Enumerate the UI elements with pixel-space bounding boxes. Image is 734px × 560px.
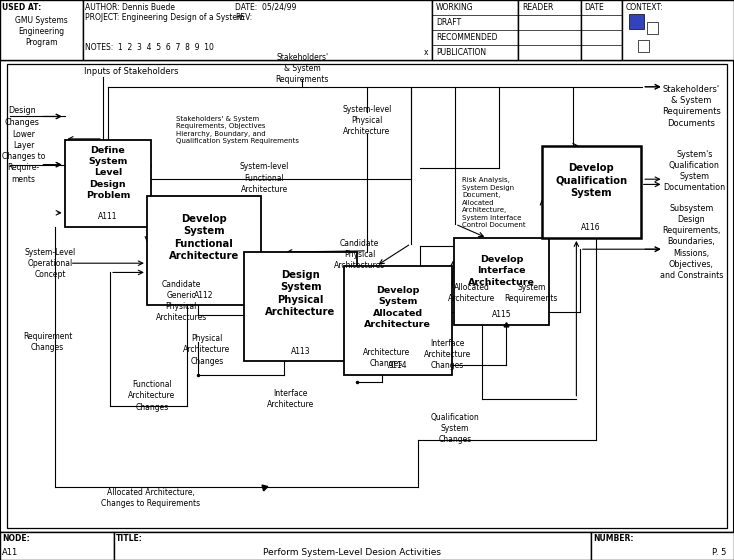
Bar <box>622 0 734 60</box>
Text: NODE:: NODE: <box>2 534 30 543</box>
Bar <box>591 532 734 560</box>
Bar <box>647 22 658 34</box>
Text: Stakeholders' & System
Requirements, Objectives
Hierarchy, Boundary, and
Qualifi: Stakeholders' & System Requirements, Obj… <box>176 116 299 144</box>
Bar <box>454 238 549 325</box>
Text: Interface
Architecture
Changes: Interface Architecture Changes <box>424 339 471 370</box>
Text: A116: A116 <box>581 223 601 232</box>
Bar <box>638 40 649 52</box>
Bar <box>518 0 581 60</box>
Text: TITLE:: TITLE: <box>116 534 143 543</box>
Bar <box>83 0 432 60</box>
Text: Risk Analysis,
System Design
Document,
Allocated
Architecture,
System Interface
: Risk Analysis, System Design Document, A… <box>462 177 526 228</box>
Text: Allocated
Architecture: Allocated Architecture <box>448 283 495 303</box>
Text: A111: A111 <box>98 212 117 221</box>
Bar <box>581 0 622 60</box>
Text: GMU Systems
Engineering
Program: GMU Systems Engineering Program <box>15 16 68 46</box>
Text: CONTEXT:: CONTEXT: <box>625 3 663 12</box>
Text: Physical
Architecture
Changes: Physical Architecture Changes <box>184 334 230 366</box>
Text: System's
Qualification
System
Documentation: System's Qualification System Documentat… <box>664 150 725 192</box>
Text: Subsystem
Design
Requirements,
Boundaries,
Missions,
Objectives,
and Constraints: Subsystem Design Requirements, Boundarie… <box>660 204 723 280</box>
Text: Allocated Architecture,
Changes to Requirements: Allocated Architecture, Changes to Requi… <box>101 488 200 508</box>
Text: Perform System-Level Desion Activities: Perform System-Level Desion Activities <box>264 548 441 557</box>
Text: Design
Changes: Design Changes <box>4 106 40 127</box>
Text: A114: A114 <box>388 361 407 370</box>
Text: Develop
System
Allocated
Architecture: Develop System Allocated Architecture <box>364 286 432 329</box>
Text: PROJECT: Engineering Design of a System: PROJECT: Engineering Design of a System <box>85 13 244 22</box>
Text: DATE: DATE <box>584 3 604 12</box>
Text: System
Requirements: System Requirements <box>505 283 558 303</box>
Text: Lower
Layer
Changes to
Require-
ments: Lower Layer Changes to Require- ments <box>1 130 46 184</box>
Bar <box>542 146 641 238</box>
Text: WORKING: WORKING <box>436 3 473 12</box>
Text: System-Level
Operational
Concept: System-Level Operational Concept <box>24 248 76 279</box>
Bar <box>65 140 151 227</box>
Text: x: x <box>424 48 429 57</box>
Bar <box>114 532 591 560</box>
Bar <box>147 196 261 305</box>
Text: Develop
Interface
Architecture: Develop Interface Architecture <box>468 255 535 287</box>
Bar <box>0 0 734 60</box>
Bar <box>244 252 357 361</box>
Text: PUBLICATION: PUBLICATION <box>436 48 486 57</box>
Text: A115: A115 <box>492 310 511 319</box>
Text: USED AT:: USED AT: <box>2 3 41 12</box>
Text: Develop
System
Functional
Architecture: Develop System Functional Architecture <box>169 214 239 261</box>
Text: RECOMMENDED: RECOMMENDED <box>436 33 498 42</box>
Text: REV:: REV: <box>235 13 252 22</box>
Text: A113: A113 <box>291 347 310 356</box>
Text: DATE:  05/24/99: DATE: 05/24/99 <box>235 3 297 12</box>
Text: Interface
Architecture: Interface Architecture <box>267 389 314 409</box>
Text: NOTES:  1  2  3  4  5  6  7  8  9  10: NOTES: 1 2 3 4 5 6 7 8 9 10 <box>85 44 214 53</box>
Text: Requirement
Changes: Requirement Changes <box>23 332 73 352</box>
Text: AUTHOR: Dennis Buede: AUTHOR: Dennis Buede <box>85 3 175 12</box>
Text: Develop
Qualification
System: Develop Qualification System <box>555 164 628 198</box>
Text: Architecture
Changes: Architecture Changes <box>363 348 410 368</box>
Bar <box>0 532 734 560</box>
Text: NUMBER:: NUMBER: <box>593 534 633 543</box>
Text: System-level
Physical
Architecture: System-level Physical Architecture <box>342 105 392 136</box>
Text: Functional
Architecture
Changes: Functional Architecture Changes <box>128 380 175 412</box>
Text: Candidate
Generic
Physical
Architectures: Candidate Generic Physical Architectures <box>156 280 207 323</box>
Text: P. 5: P. 5 <box>712 548 727 557</box>
Text: Candidate
Physical
Architectures: Candidate Physical Architectures <box>334 239 385 270</box>
Text: A11: A11 <box>2 548 18 557</box>
Bar <box>7 64 727 528</box>
Text: Design
System
Physical
Architecture: Design System Physical Architecture <box>266 270 335 317</box>
Text: System-level
Functional
Architecture: System-level Functional Architecture <box>239 162 289 194</box>
Text: Stakeholders'
& System
Requirements: Stakeholders' & System Requirements <box>276 53 329 85</box>
Text: DRAFT: DRAFT <box>436 18 461 27</box>
Bar <box>0 532 114 560</box>
Bar <box>432 0 518 60</box>
Bar <box>344 266 452 375</box>
Text: READER: READER <box>522 3 553 12</box>
Text: A112: A112 <box>194 291 214 300</box>
Bar <box>0 0 83 60</box>
Text: Define
System
Level
Design
Problem: Define System Level Design Problem <box>86 146 130 200</box>
Bar <box>629 13 644 29</box>
Text: Qualification
System
Changes: Qualification System Changes <box>431 413 479 444</box>
Text: Inputs of Stakeholders: Inputs of Stakeholders <box>84 67 179 76</box>
Text: Stakeholders'
& System
Requirements
Documents: Stakeholders' & System Requirements Docu… <box>662 85 721 128</box>
